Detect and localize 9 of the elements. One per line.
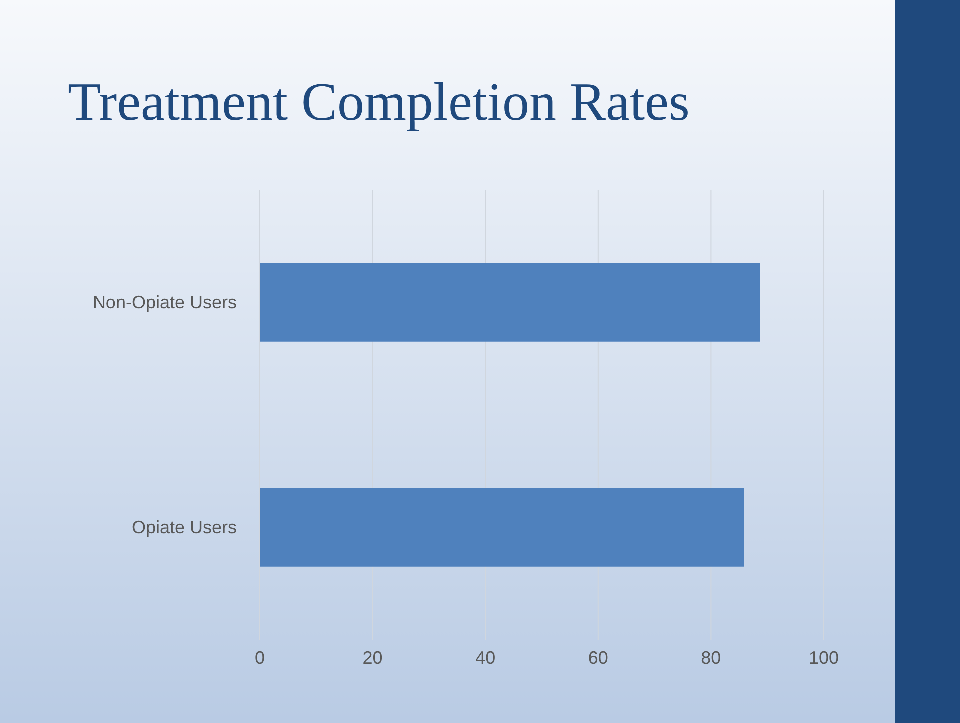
- x-tick-label: 80: [701, 648, 722, 668]
- chart-title: Treatment Completion Rates: [68, 72, 690, 132]
- x-tick-label: 40: [476, 648, 496, 668]
- y-tick-label: Non-Opiate Users: [92, 292, 237, 312]
- x-tick-label: 60: [588, 648, 608, 668]
- y-tick-label: Opiate Users: [132, 518, 237, 538]
- x-tick-label: 20: [362, 648, 383, 668]
- x-tick-label: 100: [808, 648, 840, 668]
- x-tick-label: 0: [254, 648, 266, 668]
